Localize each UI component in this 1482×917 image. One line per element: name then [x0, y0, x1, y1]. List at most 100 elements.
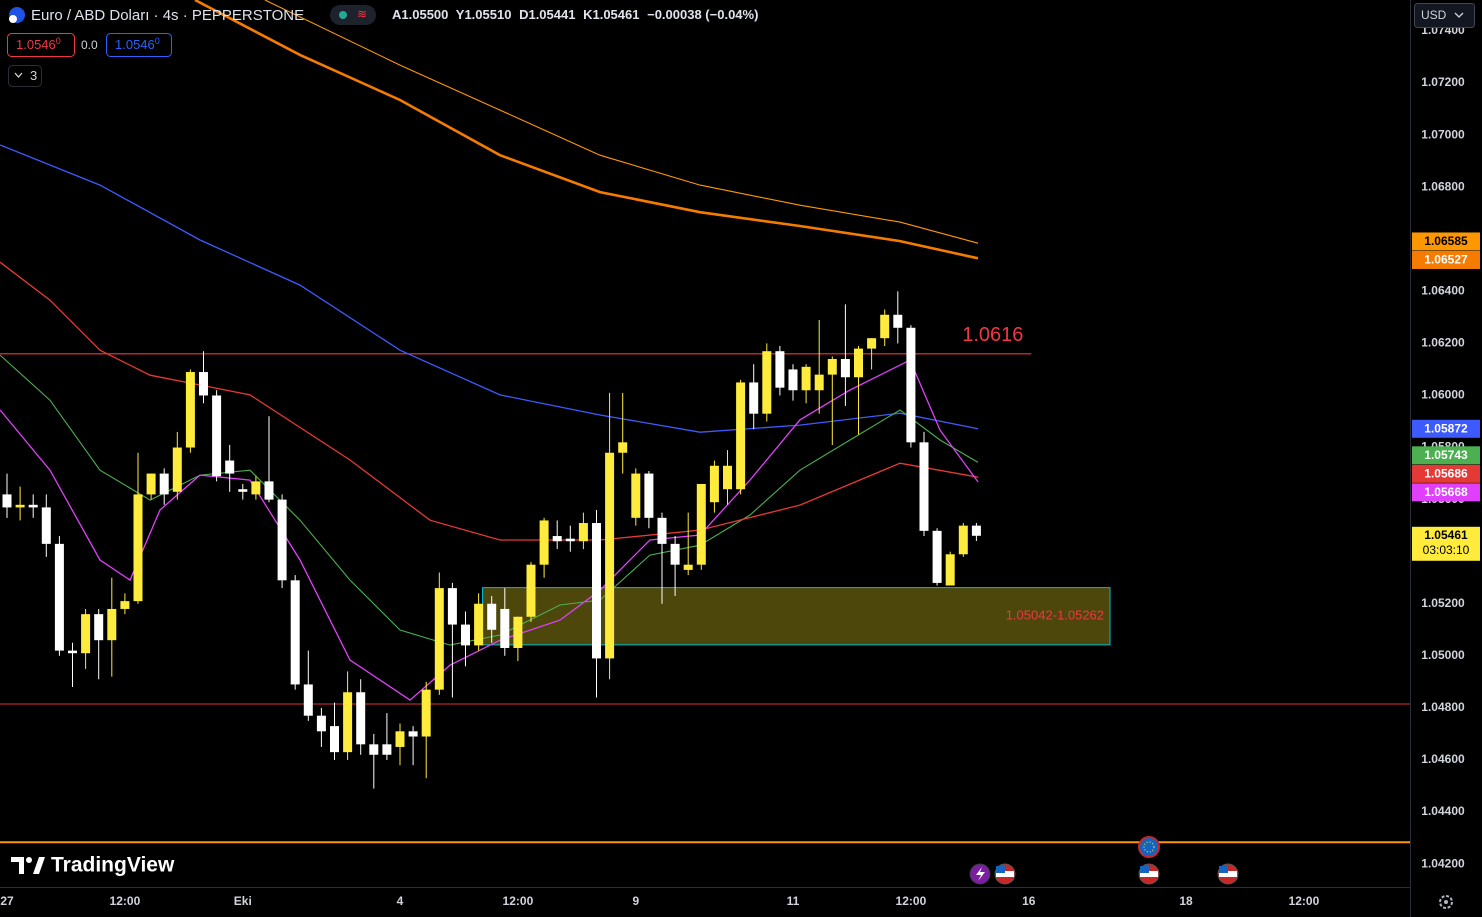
buy-price: 1.0546: [115, 37, 155, 52]
logo-mark: [11, 857, 24, 874]
moving-average: [264, 0, 979, 244]
price-tag: [1412, 419, 1480, 438]
candle-body: [212, 395, 222, 477]
flag-canton: [996, 866, 1005, 873]
candle-body: [68, 650, 77, 654]
event-flag[interactable]: [1217, 863, 1239, 885]
candle-body: [565, 538, 575, 542]
candle-body: [330, 726, 339, 753]
sell-price: 1.0546: [16, 37, 56, 52]
x-tick-label: 11: [787, 894, 800, 908]
candle-body: [592, 523, 601, 659]
gear-icon[interactable]: [1439, 895, 1453, 909]
candle-body: [762, 351, 772, 414]
candle-body: [94, 614, 104, 641]
x-tick-label: 4: [397, 894, 404, 908]
price-tag: [1412, 446, 1480, 465]
candle-body: [81, 614, 91, 654]
gear-icon: [1444, 900, 1448, 904]
candle-body: [814, 374, 824, 391]
candle-body: [657, 517, 667, 544]
status-pill[interactable]: [330, 5, 376, 25]
candle-body: [461, 624, 470, 646]
moving-average: [0, 144, 979, 433]
candle-body: [133, 494, 143, 602]
x-tick-label: Eki: [234, 894, 252, 908]
candle-body: [840, 359, 850, 378]
candle-body: [526, 564, 536, 617]
candle-body: [971, 525, 981, 536]
indicators-toggle[interactable]: [8, 65, 42, 87]
currency-box[interactable]: [1414, 3, 1475, 28]
x-tick-label: 16: [1022, 894, 1036, 908]
status-icon: ≋: [357, 7, 367, 21]
sell-button[interactable]: [7, 33, 75, 57]
moving-average: [0, 359, 979, 701]
candle-body: [500, 608, 510, 649]
brand-name: TradingView: [51, 854, 175, 877]
candle-body: [54, 543, 64, 651]
price-tag: [1412, 464, 1480, 483]
flag-stripe: [996, 871, 1014, 877]
y-tick-label: 1.06200: [1421, 336, 1465, 350]
y-tick-label: 1.04400: [1421, 804, 1465, 818]
candle-body: [343, 692, 353, 753]
ohlc-low: D1.05441: [519, 7, 575, 22]
price-tag-label: 1.06527: [1424, 253, 1468, 267]
candle-body: [107, 608, 117, 641]
candle-body: [238, 489, 248, 492]
candle-body: [185, 372, 195, 448]
price-tag: [1412, 250, 1480, 269]
candle-body: [605, 452, 615, 659]
candle-body: [28, 504, 38, 508]
candle-body: [487, 603, 497, 630]
x-tick-label: 27: [0, 894, 14, 908]
candle-body: [932, 530, 942, 583]
chevron-icon: [1454, 12, 1464, 18]
symbol-title[interactable]: Euro / ABD Doları · 4s · PEPPERSTONE: [31, 7, 304, 24]
buy-button[interactable]: [106, 33, 172, 57]
y-tick-label: 1.06000: [1421, 388, 1465, 402]
price-tag-label: 1.05686: [1424, 467, 1468, 481]
event-flag[interactable]: [1138, 836, 1160, 858]
candle-body: [788, 369, 798, 391]
candle-body: [906, 327, 916, 443]
candle-body: [382, 744, 392, 755]
candle-body: [670, 543, 680, 565]
last-price-tag: [1412, 526, 1480, 561]
flag-stripe: [1219, 871, 1237, 877]
flag-canton: [1219, 866, 1228, 873]
event-flag[interactable]: [994, 863, 1016, 885]
axes: 27 12:00 Eki 4 12:00 9 11 12:00 16 18 12:00 1.04200…: [0, 23, 1480, 908]
candle-body: [736, 382, 746, 490]
candle-body: [893, 314, 903, 328]
settings-button[interactable]: [1439, 895, 1453, 909]
candle-body: [447, 588, 457, 625]
y-tick-label: 1.04200: [1421, 856, 1465, 870]
x-tick-label: 12:00: [110, 894, 141, 908]
candle-body: [41, 507, 51, 544]
currency-select[interactable]: USD: [1414, 3, 1475, 28]
y-tick-label: 1.06800: [1421, 179, 1465, 193]
chevron-icon: [14, 72, 23, 78]
level-label: 1.0616: [962, 324, 1023, 346]
candle-body: [552, 536, 562, 542]
price-tag-label: 1.06585: [1424, 234, 1468, 248]
countdown: 03:03:10: [1423, 543, 1470, 557]
buy-price: 1.05460: [115, 36, 160, 52]
candle-body: [958, 525, 968, 555]
sell-price-sup: 0: [56, 36, 61, 46]
moving-average: [194, 0, 979, 260]
ohlc-open: A1.05500: [392, 7, 448, 22]
flag-canton: [1140, 866, 1149, 873]
candle-body: [356, 692, 366, 745]
flag-stripe: [1140, 871, 1158, 877]
candle-body: [474, 603, 484, 646]
y-tick-label: 1.06400: [1421, 283, 1465, 297]
market-status: [339, 11, 347, 19]
candle-body: [172, 447, 182, 492]
flag-stars: [1143, 841, 1155, 853]
event-flag[interactable]: [1138, 836, 1160, 858]
event-flag[interactable]: [1138, 863, 1160, 885]
ohlc-close: K1.05461: [583, 7, 639, 22]
